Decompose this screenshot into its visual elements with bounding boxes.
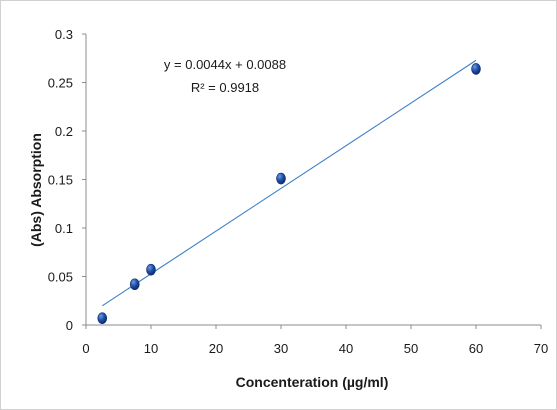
linear-trendline [101,59,477,307]
data-point [276,172,286,185]
x-tick-label: 20 [209,341,223,356]
y-tick-label: 0.3 [55,27,73,42]
y-tick-label: 0.05 [48,270,73,285]
y-tick-label: 0.15 [48,173,73,188]
y-tick-label: 0.1 [55,221,73,236]
data-point [146,263,156,276]
data-points [97,63,481,325]
r-squared-label: R² = 0.9918 [191,80,259,95]
x-tick-label: 10 [144,341,158,356]
x-tick-label: 40 [339,341,353,356]
x-tick-labels: 0 10 20 30 40 50 60 70 [82,325,548,356]
x-tick-label: 60 [469,341,483,356]
x-tick-label: 70 [534,341,548,356]
x-axis-title: Concenteration (µg/ml) [236,374,389,390]
data-point [97,312,108,325]
y-tick-labels: 0 0.05 0.1 0.15 0.2 0.25 0.3 [48,27,86,333]
trendline-layer [101,59,477,307]
axes [85,34,541,326]
y-axis-title: (Abs) Absorption [28,133,44,247]
data-point [471,63,481,75]
x-tick-label: 30 [274,341,288,356]
data-point [129,278,140,291]
y-tick-label: 0 [66,318,73,333]
x-tick-label: 0 [82,341,89,356]
y-tick-label: 0.25 [48,76,73,91]
y-tick-label: 0.2 [55,124,73,139]
equation-label: y = 0.0044x + 0.0088 [164,57,286,72]
x-tick-label: 50 [404,341,418,356]
